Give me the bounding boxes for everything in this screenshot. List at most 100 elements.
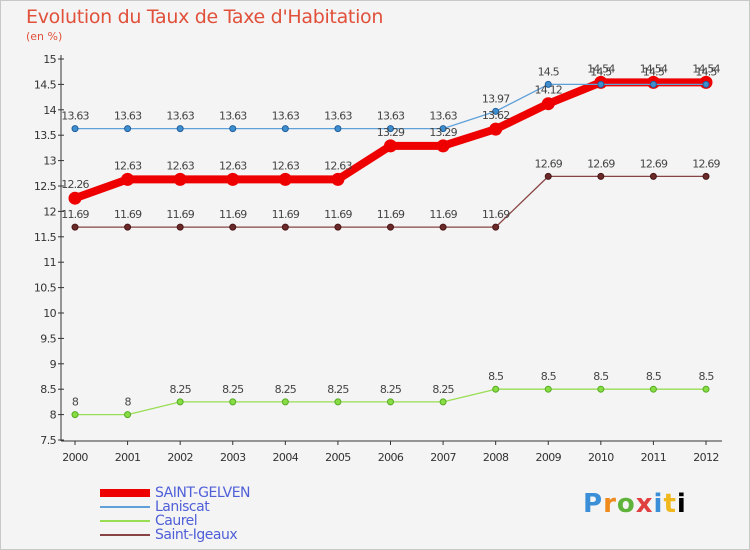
- data-label-saint-gelven: 12.63: [272, 159, 300, 172]
- data-point-laniscat: [387, 125, 394, 133]
- x-tick-label: 2001: [115, 451, 141, 464]
- data-label-laniscat: 13.63: [377, 110, 405, 123]
- data-label-saint-gelven: 14.54: [692, 62, 720, 75]
- data-label-saint-gelven: 12.63: [166, 159, 194, 172]
- data-point-laniscat: [597, 80, 605, 88]
- data-point-caurel: [544, 385, 552, 393]
- y-tick-label: 8: [50, 409, 57, 422]
- data-label-saint-igeaux: 11.69: [114, 208, 142, 221]
- x-tick-label: 2008: [483, 451, 509, 464]
- data-label-laniscat: 13.63: [114, 110, 142, 123]
- data-label-caurel: 8.25: [275, 383, 297, 396]
- data-label-caurel: 8: [72, 396, 79, 409]
- data-label-laniscat: 13.63: [166, 110, 194, 123]
- data-point-saint-gelven: [541, 97, 555, 111]
- data-point-caurel: [387, 398, 394, 406]
- y-tick-label: 8.5: [40, 383, 56, 396]
- legend-swatch-saint-gelven: [100, 489, 150, 497]
- data-label-caurel: 8.5: [541, 370, 557, 383]
- data-label-saint-igeaux: 11.69: [429, 208, 457, 221]
- y-tick-label: 14.5: [34, 78, 57, 91]
- data-point-saint-igeaux: [649, 172, 657, 180]
- x-tick-label: 2009: [535, 451, 561, 464]
- y-tick-label: 12.5: [34, 180, 57, 193]
- data-point-saint-igeaux: [387, 223, 394, 231]
- data-point-saint-gelven: [384, 139, 397, 153]
- data-label-saint-gelven: 12.63: [324, 159, 352, 172]
- data-point-saint-igeaux: [281, 223, 289, 231]
- data-point-saint-igeaux: [439, 223, 447, 231]
- data-point-saint-gelven: [173, 172, 187, 186]
- x-tick-label: 2002: [167, 451, 193, 464]
- data-label-laniscat: 13.63: [61, 110, 89, 123]
- y-tick-label: 7.5: [40, 434, 56, 447]
- data-label-caurel: 8.5: [488, 370, 504, 383]
- data-label-saint-gelven: 12.63: [219, 159, 247, 172]
- data-label-laniscat: 14.5: [538, 65, 560, 78]
- data-point-laniscat: [544, 80, 552, 88]
- chart-unit: (en %): [26, 30, 63, 43]
- data-label-saint-gelven: 12.26: [61, 178, 89, 191]
- data-label-saint-gelven: 13.62: [482, 109, 510, 122]
- data-label-saint-igeaux: 12.69: [692, 157, 720, 170]
- data-label-laniscat: 13.63: [429, 110, 457, 123]
- x-tick-label: 2011: [641, 451, 667, 464]
- data-label-saint-gelven: 13.29: [429, 126, 457, 139]
- x-tick-label: 2005: [325, 451, 351, 464]
- data-point-caurel: [334, 398, 342, 406]
- x-tick-label: 2004: [273, 451, 299, 464]
- x-tick-label: 2007: [430, 451, 456, 464]
- legend-label: Saint-Igeaux: [155, 527, 238, 543]
- data-label-saint-igeaux: 11.69: [166, 208, 194, 221]
- x-tick-label: 2003: [220, 451, 246, 464]
- data-point-laniscat: [702, 80, 710, 88]
- data-label-saint-gelven: 13.29: [377, 126, 405, 139]
- y-tick-label: 10: [43, 307, 56, 320]
- data-label-saint-gelven: 12.63: [114, 159, 142, 172]
- data-point-saint-gelven: [489, 122, 503, 136]
- data-label-caurel: 8.5: [646, 370, 662, 383]
- data-label-saint-igeaux: 11.69: [61, 208, 89, 221]
- data-point-saint-igeaux: [229, 223, 237, 231]
- data-point-saint-igeaux: [124, 223, 132, 231]
- y-tick-label: 15: [43, 53, 56, 66]
- legend-label: SAINT-GELVEN: [155, 485, 251, 501]
- data-label-laniscat: 13.63: [219, 110, 247, 123]
- data-point-laniscat: [492, 107, 500, 115]
- y-tick-label: 12: [43, 205, 56, 218]
- data-point-caurel: [702, 385, 710, 393]
- data-label-caurel: 8.5: [593, 370, 609, 383]
- data-point-saint-gelven: [226, 172, 240, 186]
- data-label-caurel: 8.25: [327, 383, 349, 396]
- y-tick-label: 9.5: [40, 332, 56, 345]
- y-tick-label: 11: [43, 256, 56, 269]
- data-point-saint-igeaux: [176, 223, 184, 231]
- data-label-saint-igeaux: 12.69: [640, 157, 668, 170]
- data-label-laniscat: 13.97: [482, 92, 510, 105]
- proxiti-logo: Proxiti: [583, 489, 687, 519]
- data-point-caurel: [492, 385, 500, 393]
- data-label-saint-igeaux: 11.69: [324, 208, 352, 221]
- data-point-laniscat: [649, 80, 657, 88]
- data-label-saint-igeaux: 11.69: [377, 208, 405, 221]
- y-tick-label: 14: [43, 104, 56, 117]
- data-point-caurel: [71, 411, 79, 419]
- data-label-caurel: 8.25: [380, 383, 402, 396]
- data-label-caurel: 8.25: [432, 383, 454, 396]
- x-tick-label: 2000: [62, 451, 88, 464]
- data-label-laniscat: 13.63: [324, 110, 352, 123]
- data-label-saint-gelven: 14.54: [640, 62, 668, 75]
- data-point-caurel: [176, 398, 184, 406]
- legend-swatch-laniscat: [100, 506, 150, 508]
- data-point-saint-igeaux: [702, 172, 710, 180]
- legend-label: Laniscat: [155, 499, 210, 515]
- data-point-saint-igeaux: [492, 223, 500, 231]
- x-tick-label: 2012: [693, 451, 719, 464]
- legend-swatch-caurel: [100, 520, 150, 522]
- y-tick-label: 10.5: [34, 282, 57, 295]
- data-label-laniscat: 14.5: [643, 65, 665, 78]
- data-label-caurel: 8.25: [170, 383, 192, 396]
- y-tick-label: 13: [43, 155, 56, 168]
- data-label-laniscat: 14.5: [590, 65, 612, 78]
